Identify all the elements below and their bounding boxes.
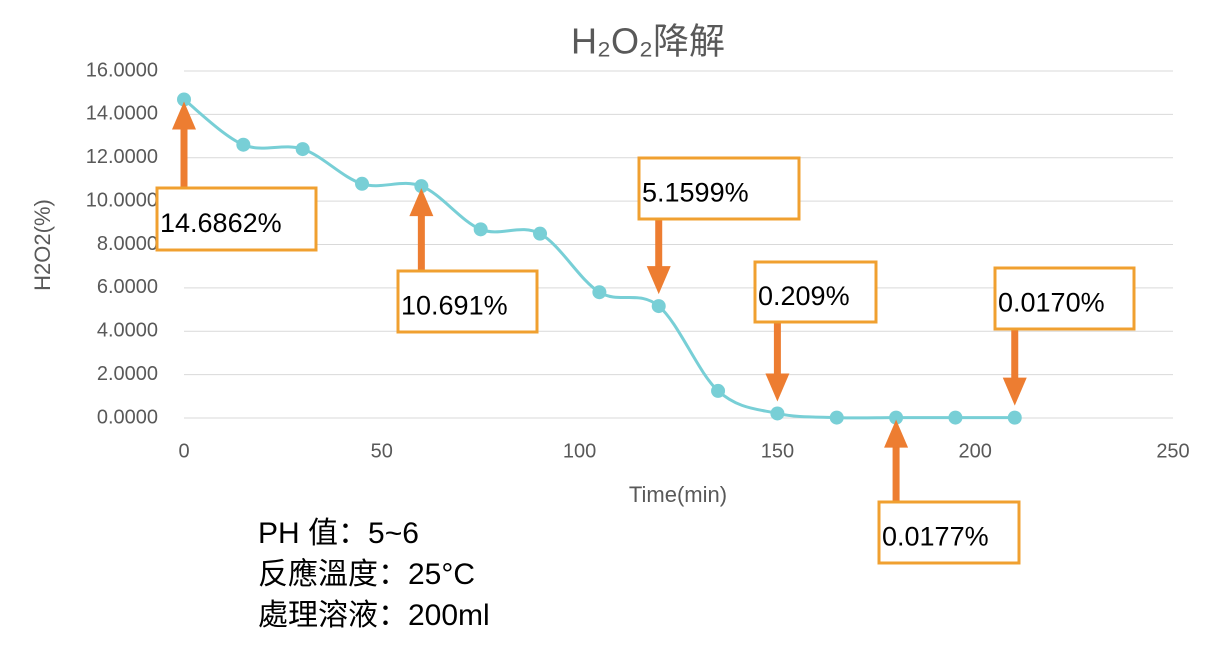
- data-point: [889, 410, 904, 425]
- data-point: [711, 383, 726, 398]
- data-point: [592, 285, 607, 300]
- data-point: [770, 406, 785, 421]
- data-label: 0.0177%: [882, 522, 989, 552]
- y-tick-label: 8.0000: [97, 233, 158, 255]
- note: PH 值：5~6: [258, 517, 419, 550]
- data-label: 14.6862%: [160, 208, 282, 238]
- arrow-head: [409, 188, 434, 217]
- x-axis-label: Time(min): [629, 482, 727, 507]
- data-point: [1007, 410, 1022, 425]
- annotation-box: [753, 260, 878, 324]
- annotation-box: [877, 500, 1021, 565]
- arrow-head: [884, 419, 909, 448]
- data-point: [177, 92, 191, 107]
- x-tick-label: 150: [761, 440, 794, 462]
- y-tick-label: 10.0000: [86, 189, 158, 211]
- data-point: [414, 179, 429, 194]
- data-point: [651, 299, 666, 314]
- data-label: 0.209%: [758, 281, 850, 311]
- y-tick-label: 6.0000: [97, 276, 158, 298]
- y-axis-label: H2O2(%): [30, 199, 55, 291]
- data-point: [355, 176, 370, 191]
- y-tick-label: 2.0000: [97, 363, 158, 385]
- data-point: [829, 410, 844, 425]
- annotation-box: [155, 186, 318, 252]
- y-tick-label: 12.0000: [86, 146, 158, 168]
- y-tick-label: 0.0000: [97, 406, 158, 428]
- data-point: [236, 137, 251, 152]
- data-point: [295, 142, 310, 157]
- data-point: [533, 226, 548, 241]
- y-tick-label: 16.0000: [86, 59, 158, 81]
- y-tick-label: 4.0000: [97, 320, 158, 342]
- arrow-head: [646, 266, 671, 295]
- annotation-box: [396, 269, 539, 334]
- x-tick-label: 100: [563, 440, 596, 462]
- data-label: 10.691%: [401, 291, 508, 321]
- note: 反應溫度：25°C: [258, 558, 475, 591]
- data-point: [473, 222, 488, 237]
- data-label: 5.1599%: [642, 178, 749, 208]
- data-point: [948, 410, 963, 425]
- annotation-box: [637, 156, 801, 221]
- x-tick-label: 200: [959, 440, 992, 462]
- arrow-head: [172, 101, 196, 130]
- note: 處理溶液：200ml: [258, 599, 490, 632]
- chart-title: H₂O₂降解: [571, 21, 725, 62]
- annotation-box: [993, 266, 1136, 331]
- arrow-head: [765, 373, 790, 402]
- x-tick-label: 0: [178, 440, 189, 462]
- y-tick-label: 14.0000: [86, 103, 158, 125]
- arrow-head: [1002, 377, 1027, 406]
- x-tick-label: 50: [371, 440, 393, 462]
- x-tick-label: 250: [1156, 440, 1189, 462]
- data-label: 0.0170%: [998, 288, 1105, 318]
